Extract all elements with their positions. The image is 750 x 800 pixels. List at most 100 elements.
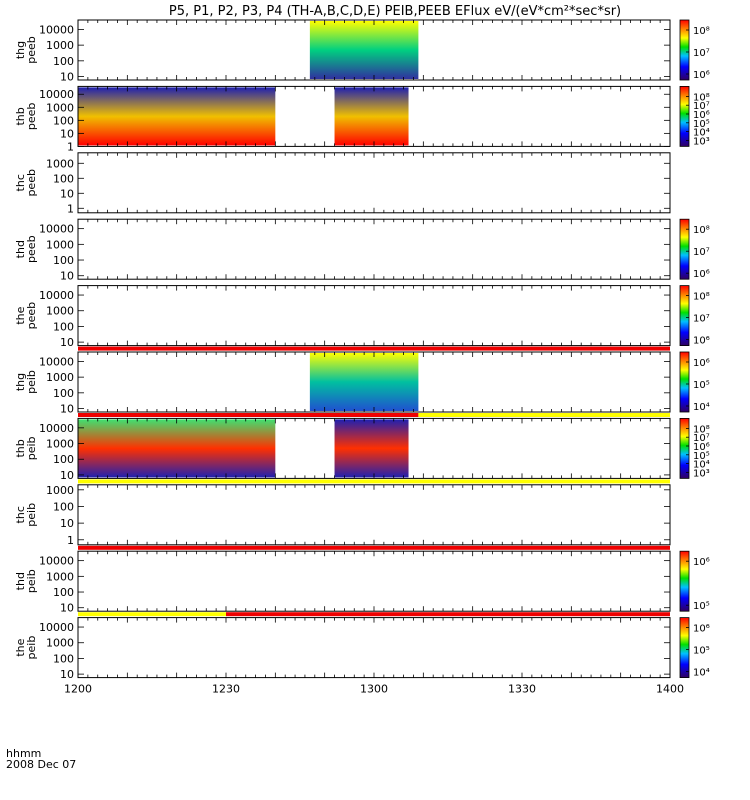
colorbar-tick-label: 10⁶ — [693, 336, 710, 347]
y-axis-label: thb — [14, 439, 27, 457]
panel-frame — [77, 617, 671, 679]
colorbar-tick-label: 10⁵ — [693, 646, 710, 657]
y-tick-label: 1000 — [46, 157, 74, 170]
colorbar-tick-label: 10⁷ — [693, 48, 710, 59]
mode-bar-yellow — [418, 413, 670, 417]
panel-frame — [77, 550, 671, 612]
mode-bar-red — [78, 346, 670, 351]
y-tick-label: 10 — [60, 270, 74, 283]
y-tick-label: 10000 — [39, 223, 74, 236]
y-tick-label: 100 — [53, 254, 74, 267]
colorbar-tick-label: 10⁵ — [693, 119, 710, 130]
y-axis-label: peib — [25, 503, 38, 527]
y-tick-label: 1000 — [46, 570, 74, 583]
y-tick-label: 10 — [60, 517, 74, 530]
y-tick-label: 100 — [53, 55, 74, 68]
y-tick-label: 10 — [60, 602, 74, 615]
colorbar-tick-label: 10⁵ — [693, 601, 710, 612]
panel-frame — [77, 484, 671, 546]
y-tick-label: 10 — [60, 403, 74, 416]
spectrogram-segment — [309, 353, 419, 411]
spectrogram-segment — [78, 87, 276, 146]
colorbar-tick-label: 10⁷ — [693, 433, 710, 444]
colorbar — [679, 550, 690, 612]
y-tick-label: 1 — [67, 140, 74, 153]
y-tick-label: 10 — [60, 71, 74, 84]
colorbar-tick-label: 10³ — [693, 136, 710, 147]
colorbar-tick-label: 10⁸ — [693, 92, 710, 103]
colorbar-tick-label: 10⁷ — [693, 314, 710, 325]
colorbar — [679, 19, 690, 81]
y-tick-label: 10 — [60, 469, 74, 482]
y-tick-label: 100 — [53, 453, 74, 466]
time-tick-label: 1200 — [64, 683, 92, 696]
time-tick-label: 1330 — [508, 683, 536, 696]
y-tick-label: 10000 — [39, 289, 74, 302]
y-axis-label: thc — [14, 506, 27, 523]
y-tick-label: 100 — [53, 114, 74, 127]
y-tick-label: 1000 — [46, 101, 74, 114]
colorbar — [679, 285, 690, 347]
colorbar — [679, 351, 690, 413]
y-tick-label: 1000 — [46, 39, 74, 52]
y-axis-label: the — [14, 638, 27, 656]
time-tick-label: 1230 — [212, 683, 240, 696]
y-tick-label: 1000 — [46, 371, 74, 384]
panels-group: 10100100010000thgpeeb10⁸10⁷10⁶1101001000… — [14, 19, 710, 681]
y-tick-label: 10 — [60, 187, 74, 200]
mode-bar-yellow — [78, 479, 670, 484]
y-tick-label: 100 — [53, 387, 74, 400]
colorbar-tick-label: 10⁶ — [693, 557, 710, 568]
y-axis-label: peeb — [25, 169, 38, 197]
mode-bar-yellow — [78, 612, 226, 617]
y-axis-label: peib — [25, 636, 38, 660]
colorbar-tick-label: 10⁶ — [693, 624, 710, 635]
panel-frame — [77, 218, 671, 280]
y-tick-label: 1000 — [46, 305, 74, 318]
y-axis-label: thd — [14, 240, 27, 258]
y-tick-label: 100 — [53, 586, 74, 599]
colorbar-tick-label: 10⁸ — [693, 424, 710, 435]
colorbar-tick-label: 10⁷ — [693, 247, 710, 258]
y-tick-label: 1000 — [46, 637, 74, 650]
panel-frame — [77, 285, 671, 347]
spectrogram-segment — [334, 419, 409, 478]
y-tick-label: 10000 — [39, 355, 74, 368]
mode-bar-red — [78, 413, 419, 417]
y-tick-label: 100 — [53, 500, 74, 513]
colorbar — [679, 218, 690, 280]
time-axis-label-date: 2008 Dec 07 — [6, 758, 76, 771]
time-tick-label: 1300 — [360, 683, 388, 696]
mode-bar-red — [78, 545, 670, 550]
colorbar-tick-label: 10⁵ — [693, 380, 710, 391]
y-tick-label: 10000 — [39, 422, 74, 435]
plot-title: P5, P1, P2, P3, P4 (TH-A,B,C,D,E) PEIB,P… — [169, 4, 621, 19]
colorbar-tick-label: 10⁸ — [693, 26, 710, 37]
y-tick-label: 10 — [60, 668, 74, 681]
colorbar-tick-label: 10⁶ — [693, 70, 710, 81]
y-axis-label: thc — [14, 174, 27, 191]
colorbar-tick-label: 10⁶ — [693, 358, 710, 369]
colorbar-tick-label: 10⁴ — [693, 668, 710, 679]
spectrogram-segment — [78, 419, 276, 478]
y-tick-label: 1000 — [46, 484, 74, 497]
time-tick-label: 1400 — [656, 683, 684, 696]
y-tick-label: 10000 — [39, 88, 74, 101]
colorbar-tick-label: 10⁴ — [693, 460, 710, 471]
y-axis-label: thd — [14, 572, 27, 590]
colorbar-tick-label: 10⁶ — [693, 269, 710, 280]
y-axis-label: thg — [14, 41, 27, 59]
time-axis: hhmm 2008 Dec 07 1200 1230 1300 1330 1400 — [6, 683, 684, 771]
y-tick-label: 10000 — [39, 555, 74, 568]
mode-bar-red — [226, 612, 670, 617]
y-tick-label: 1000 — [46, 438, 74, 451]
y-axis-label: peeb — [25, 36, 38, 64]
colorbar-tick-label: 10⁸ — [693, 225, 710, 236]
